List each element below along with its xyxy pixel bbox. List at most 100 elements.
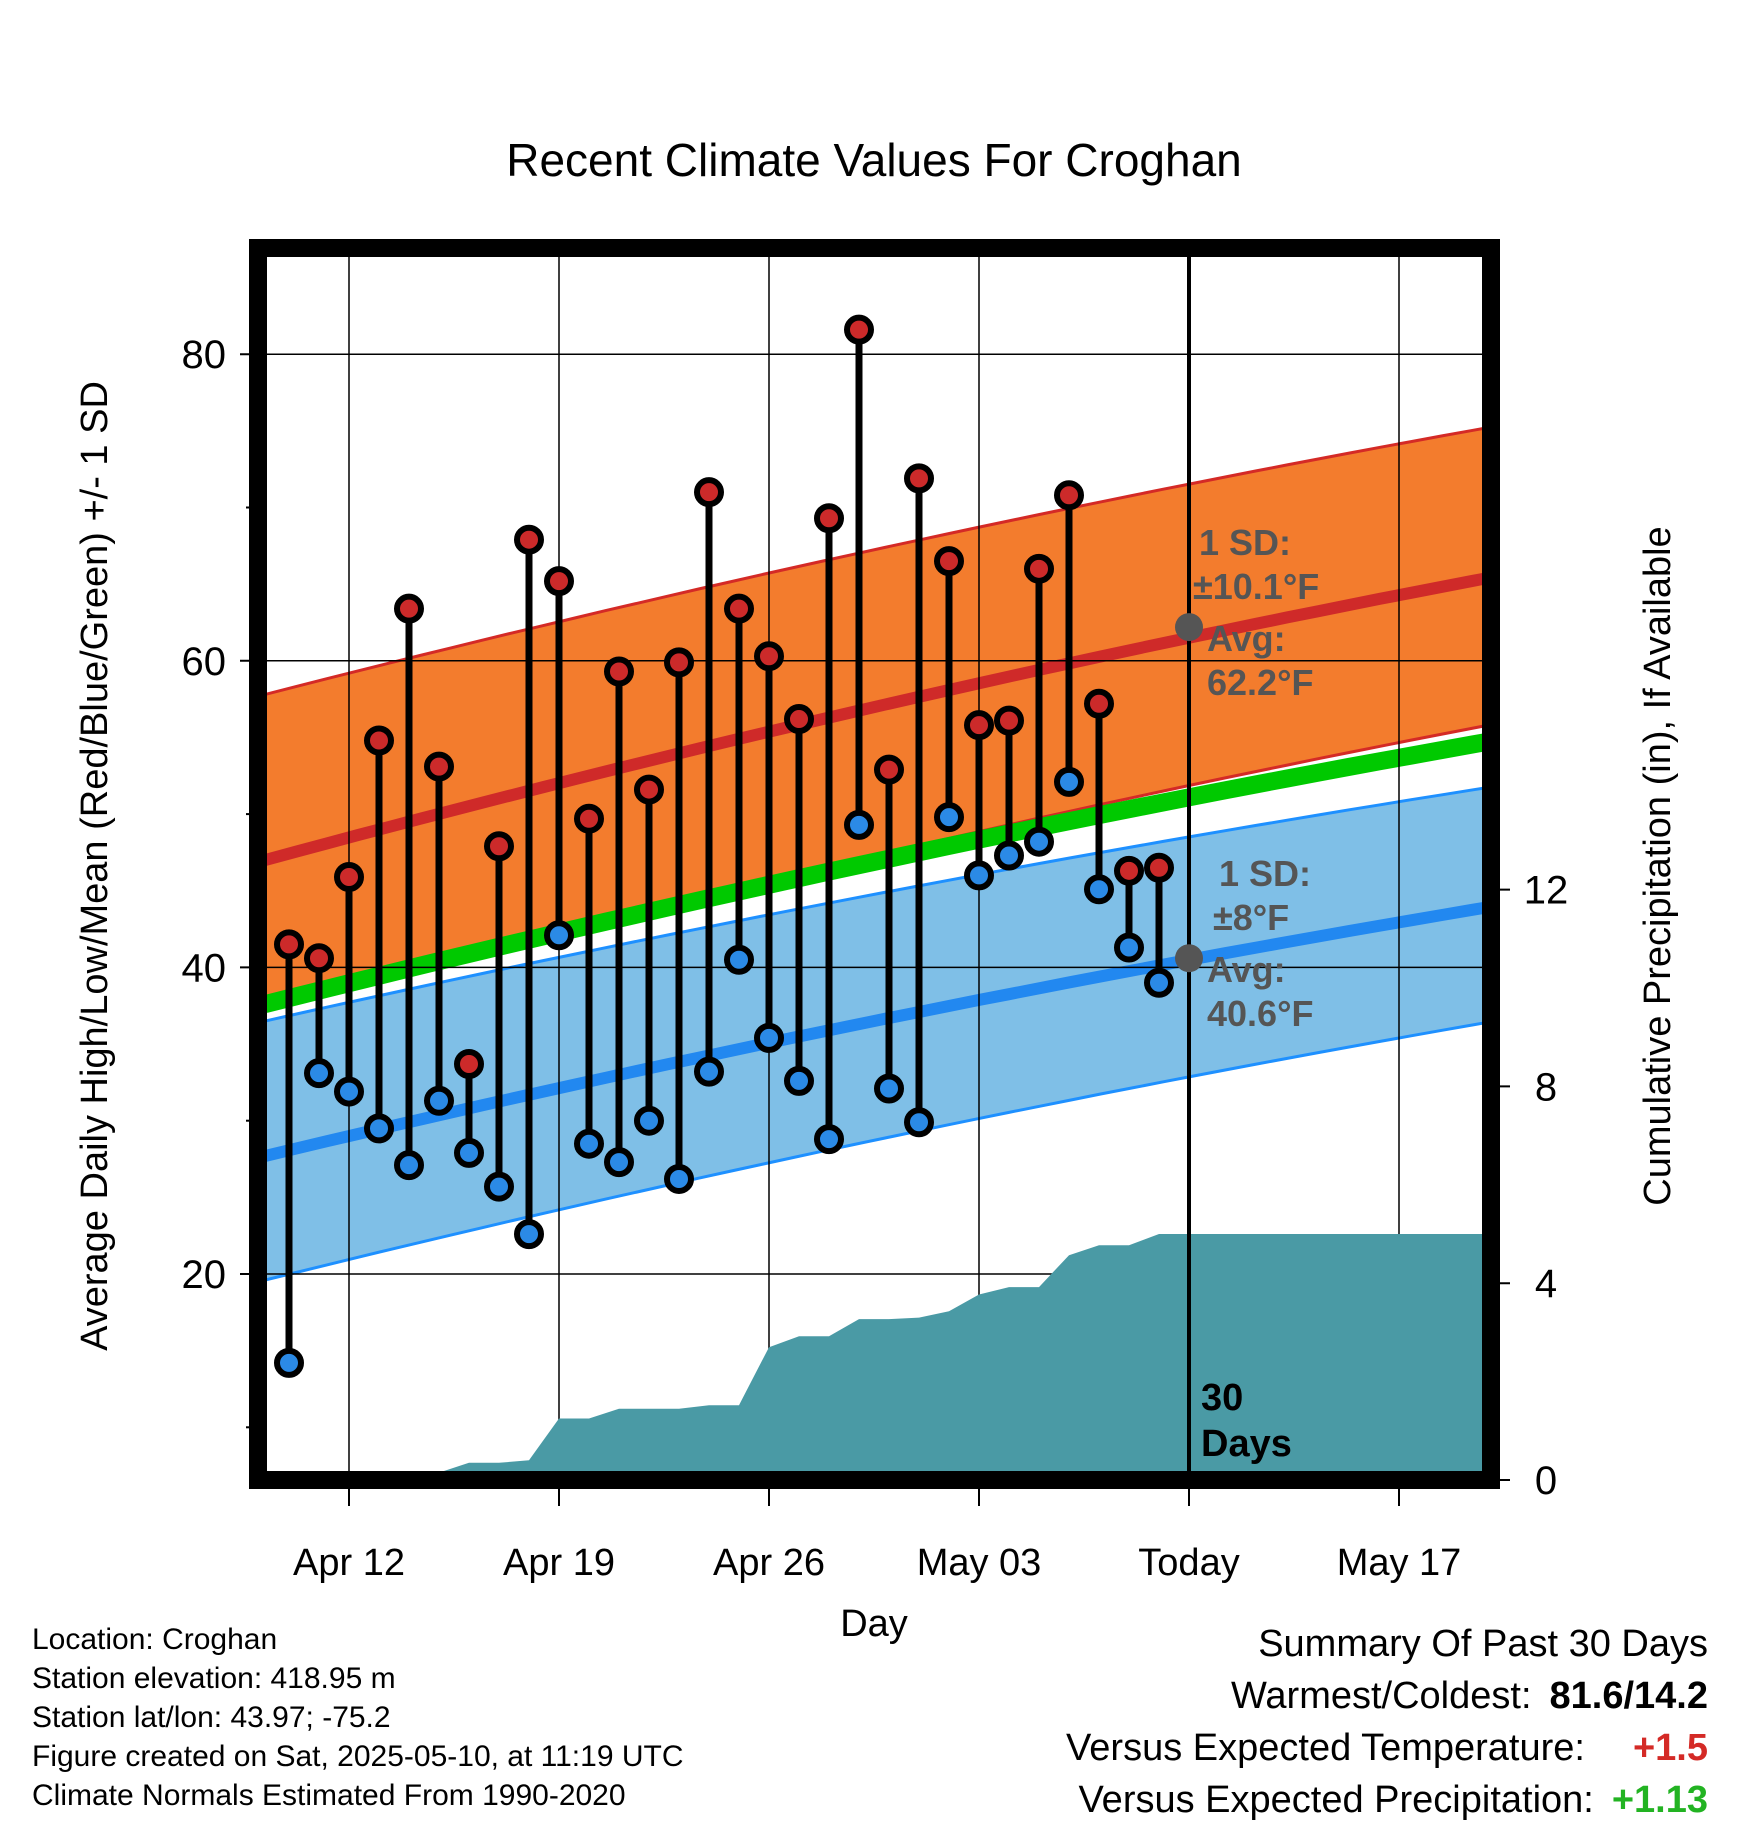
daily-low-point bbox=[694, 1056, 724, 1087]
summary-warmest-value: 81.6/14.2 bbox=[1549, 1675, 1708, 1717]
station-info: Location: Croghan Station elevation: 418… bbox=[32, 1620, 684, 1815]
x-tick-label: Apr 19 bbox=[503, 1542, 615, 1584]
daily-low-point bbox=[904, 1107, 934, 1138]
daily-high-point bbox=[994, 705, 1024, 736]
low-sd-lower-line bbox=[266, 1021, 1483, 1282]
summary-temp-value: +1.5 bbox=[1632, 1727, 1708, 1769]
daily-low-point bbox=[394, 1150, 424, 1181]
today-normal-label: 40.6°F bbox=[1207, 993, 1313, 1034]
x-tick-label: Today bbox=[1138, 1542, 1239, 1584]
today-normal-label: 1 SD: bbox=[1199, 522, 1291, 563]
daily-high-point bbox=[334, 861, 364, 892]
daily-low-point bbox=[574, 1128, 604, 1159]
info-location: Location: Croghan bbox=[32, 1623, 278, 1656]
summary-precip-row: Versus Expected Precipitation: +1.13 bbox=[1066, 1774, 1708, 1826]
x-tick-label: Apr 26 bbox=[713, 1542, 825, 1584]
daily-low-point bbox=[544, 920, 574, 951]
daily-high-point bbox=[724, 593, 754, 624]
y2-tick-label: 4 bbox=[1535, 1262, 1557, 1306]
daily-high-point bbox=[1114, 855, 1144, 886]
daily-low-point bbox=[1144, 967, 1174, 998]
daily-high-point bbox=[1144, 852, 1174, 883]
summary-precip-value: +1.13 bbox=[1611, 1779, 1708, 1821]
daily-low-point bbox=[514, 1219, 544, 1250]
daily-high-point bbox=[1054, 480, 1084, 511]
daily-high-point bbox=[694, 477, 724, 508]
daily-low-point bbox=[454, 1137, 484, 1168]
y-tick-label: 40 bbox=[182, 946, 227, 990]
plot-area bbox=[266, 248, 1483, 1480]
today-normal-label: 62.2°F bbox=[1207, 662, 1313, 703]
info-normals: Climate Normals Estimated From 1990-2020 bbox=[32, 1779, 626, 1812]
daily-high-point bbox=[784, 704, 814, 735]
daily-high-point bbox=[934, 546, 964, 577]
daily-high-point bbox=[394, 593, 424, 624]
daily-low-point bbox=[1084, 874, 1114, 905]
y-tick-label: 20 bbox=[182, 1253, 227, 1297]
y2-tick-label: 12 bbox=[1524, 869, 1569, 913]
info-created: Figure created on Sat, 2025-05-10, at 11… bbox=[32, 1740, 684, 1773]
daily-high-point bbox=[964, 710, 994, 741]
daily-low-point bbox=[1054, 766, 1084, 797]
daily-high-point bbox=[874, 754, 904, 785]
daily-low-point bbox=[1114, 932, 1144, 963]
plot-frame bbox=[249, 239, 1500, 1489]
daily-low-point bbox=[844, 809, 874, 840]
daily-high-point bbox=[424, 751, 454, 782]
today-normal-label: ±10.1°F bbox=[1193, 566, 1319, 607]
daily-high-point bbox=[1024, 553, 1054, 584]
daily-high-point bbox=[1084, 688, 1114, 719]
y2-tick-label: 8 bbox=[1535, 1065, 1557, 1109]
daily-high-point bbox=[454, 1048, 484, 1079]
summary-temp-label: Versus Expected Temperature: bbox=[1066, 1727, 1585, 1769]
x-tick-label: May 03 bbox=[917, 1542, 1042, 1584]
summary-panel: Summary Of Past 30 Days Warmest/Coldest:… bbox=[1066, 1618, 1708, 1826]
avg-mean-line bbox=[266, 733, 1483, 1013]
x-tick-label: May 17 bbox=[1337, 1542, 1462, 1584]
today-normal-label: 1 SD: bbox=[1219, 853, 1311, 894]
low-sd-band bbox=[266, 788, 1483, 1280]
daily-high-point bbox=[574, 803, 604, 834]
daily-low-point bbox=[1024, 826, 1054, 857]
today-days-label-line1: 30 bbox=[1201, 1377, 1243, 1419]
x-axis-label: Day bbox=[840, 1603, 908, 1645]
daily-low-point bbox=[664, 1163, 694, 1194]
daily-high-point bbox=[364, 725, 394, 756]
y2-tick-label: 0 bbox=[1535, 1459, 1557, 1503]
x-tick-label: Apr 12 bbox=[293, 1542, 405, 1584]
chart-title: Recent Climate Values For Croghan bbox=[506, 134, 1241, 186]
daily-low-point bbox=[304, 1058, 334, 1089]
daily-low-point bbox=[634, 1105, 664, 1136]
info-elevation: Station elevation: 418.95 m bbox=[32, 1662, 396, 1695]
precip-area bbox=[266, 1234, 1483, 1480]
y2-axis-label: Cumulative Precipitation (in), If Availa… bbox=[1637, 526, 1679, 1205]
daily-high-point bbox=[484, 831, 514, 862]
daily-low-point bbox=[334, 1076, 364, 1107]
daily-low-point bbox=[754, 1022, 784, 1053]
high-sd-band bbox=[266, 428, 1483, 1011]
summary-precip-label: Versus Expected Precipitation: bbox=[1078, 1779, 1594, 1821]
daily-low-point bbox=[814, 1124, 844, 1155]
daily-low-point bbox=[784, 1065, 814, 1096]
daily-high-point bbox=[274, 929, 304, 960]
daily-low-point bbox=[424, 1085, 454, 1116]
today-normal-marker bbox=[1175, 613, 1203, 642]
y-tick-label: 60 bbox=[182, 640, 227, 684]
today-normal-label: Avg: bbox=[1207, 949, 1286, 990]
low-sd-upper-line bbox=[266, 786, 1483, 1023]
high-mean-line bbox=[266, 572, 1483, 866]
y-tick-label: 80 bbox=[182, 333, 227, 377]
high-sd-upper-line bbox=[266, 426, 1483, 696]
daily-high-point bbox=[634, 774, 664, 805]
daily-high-point bbox=[814, 503, 844, 534]
summary-warmest-label: Warmest/Coldest: bbox=[1230, 1675, 1532, 1717]
summary-heading: Summary Of Past 30 Days bbox=[1258, 1623, 1708, 1665]
daily-low-point bbox=[274, 1347, 304, 1378]
daily-high-point bbox=[304, 943, 334, 974]
daily-high-point bbox=[754, 641, 784, 672]
today-normal-label: ±8°F bbox=[1213, 897, 1289, 938]
info-latlon: Station lat/lon: 43.97; -75.2 bbox=[32, 1701, 391, 1734]
daily-high-point bbox=[544, 566, 574, 597]
daily-high-point bbox=[604, 656, 634, 687]
